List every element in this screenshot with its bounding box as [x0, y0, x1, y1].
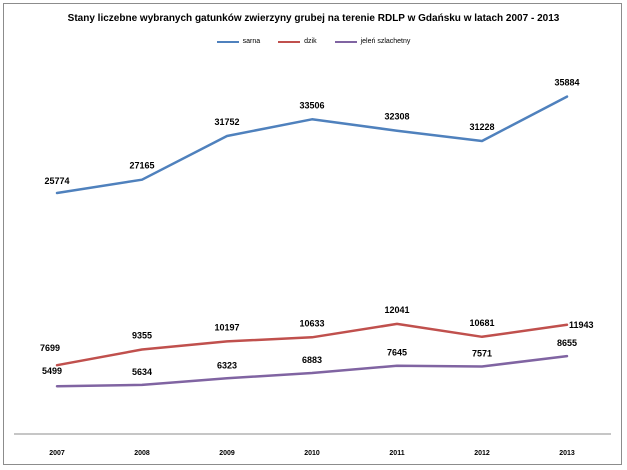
legend-item-sarna: sarna — [216, 38, 261, 45]
x-tick-label-2008: 2008 — [134, 450, 150, 457]
x-tick-label-2013: 2013 — [559, 450, 575, 457]
data-label-dzik-2012: 10681 — [469, 318, 494, 328]
series-line-sarna — [55, 95, 569, 195]
legend-item-jelen: jeleń szlachetny — [334, 38, 411, 45]
data-label-dzik-2008: 9355 — [132, 331, 152, 341]
x-tick-label-2011: 2011 — [389, 450, 404, 457]
legend-label-dzik: dzik — [304, 38, 317, 45]
data-label-dzik-2011: 12041 — [384, 305, 409, 315]
data-label-jelen-2010: 6883 — [302, 355, 322, 365]
data-label-jelen-2013: 8655 — [557, 338, 577, 348]
x-tick-label-2007: 2007 — [49, 450, 65, 457]
chart-title: Stany liczebne wybranych gatunków zwierz… — [67, 13, 560, 24]
data-label-dzik-2009: 10197 — [214, 322, 239, 332]
legend-swatch-sarna — [216, 40, 239, 43]
data-label-dzik-2007: 7699 — [40, 343, 60, 353]
data-label-jelen-2011: 7645 — [387, 348, 407, 358]
data-label-sarna-2009: 31752 — [214, 117, 239, 127]
legend-item-dzik: dzik — [278, 38, 317, 45]
data-label-sarna-2012: 31228 — [469, 122, 494, 132]
data-label-sarna-2011: 32308 — [384, 112, 409, 122]
chart-frame — [3, 3, 622, 465]
legend: sarna dzik jeleń szlachetny — [0, 38, 627, 45]
legend-label-jelen: jeleń szlachetny — [360, 38, 411, 45]
data-label-jelen-2008: 5634 — [132, 367, 152, 377]
data-label-sarna-2013: 35884 — [554, 78, 579, 88]
data-label-jelen-2007: 5499 — [42, 366, 62, 376]
data-label-sarna-2010: 33506 — [299, 100, 324, 110]
data-label-sarna-2008: 27165 — [129, 161, 154, 171]
data-label-dzik-2010: 10633 — [299, 318, 324, 328]
data-label-jelen-2009: 6323 — [217, 360, 237, 370]
x-tick-label-2010: 2010 — [304, 450, 320, 457]
legend-label-sarna: sarna — [242, 38, 261, 45]
legend-swatch-jelen — [334, 40, 357, 43]
data-label-dzik-2013: 11943 — [569, 320, 594, 330]
x-tick-label-2009: 2009 — [219, 450, 235, 457]
data-label-sarna-2007: 25774 — [44, 176, 69, 186]
x-tick-label-2012: 2012 — [474, 450, 490, 457]
data-label-jelen-2012: 7571 — [472, 349, 492, 359]
legend-swatch-dzik — [278, 40, 301, 43]
